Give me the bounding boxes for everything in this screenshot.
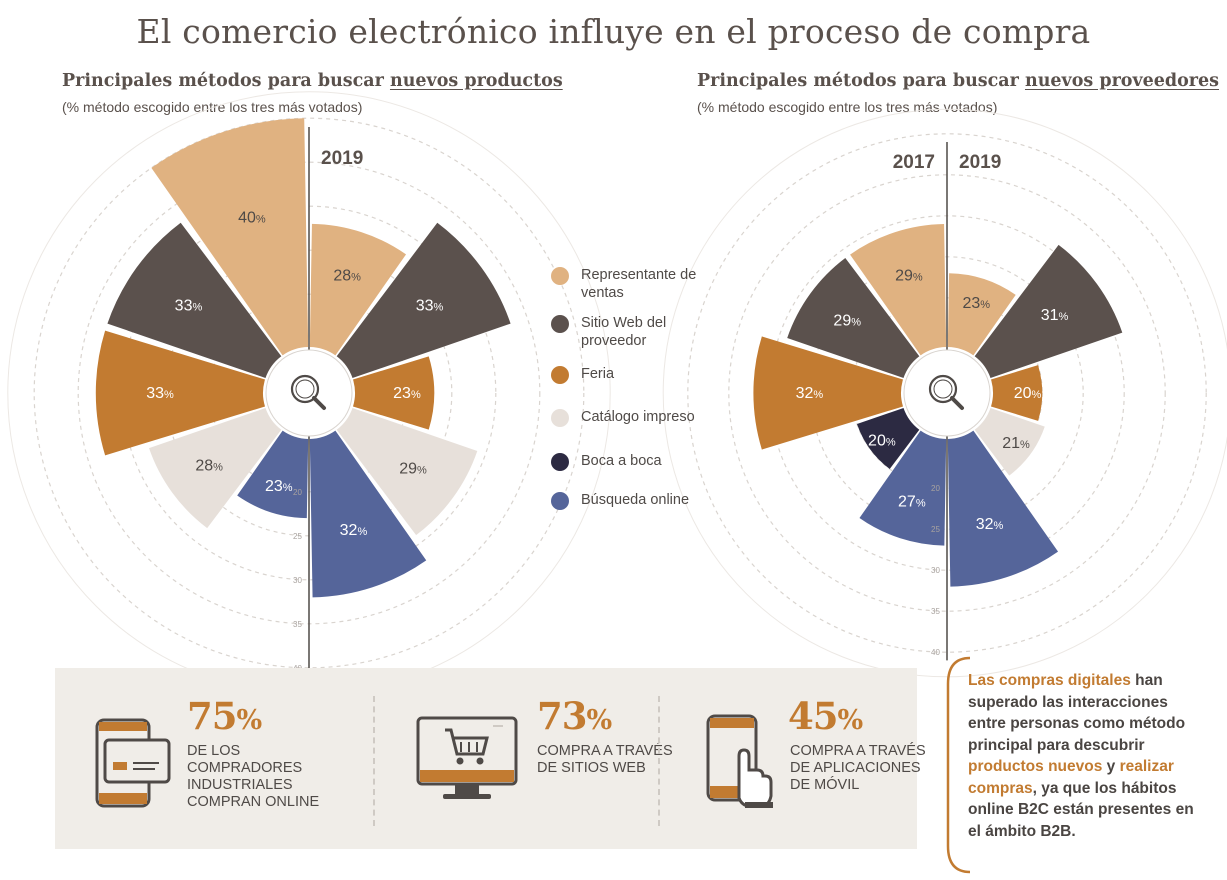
radial-tick-label: 25 [293, 532, 302, 541]
legend-item-feria: Feria [551, 365, 614, 384]
value-label-2017-feria: 33% [146, 385, 174, 402]
sector-2017-boca-a-boca [856, 407, 920, 470]
value-label-2019-sitio-web-del-proveedor: 33% [416, 297, 444, 314]
quote-bracket [946, 656, 971, 874]
sector-2017-busqueda-online [859, 430, 947, 546]
sector-2019-representante-de-ventas [309, 223, 407, 356]
sector-2017-representante-de-ventas [151, 118, 309, 356]
value-label-2017-catalogo-impreso: 28% [195, 458, 223, 475]
stat-2-value: 73% [537, 694, 612, 738]
right-chart-subtitle: Principales métodos para buscar nuevos p… [697, 71, 1220, 91]
legend-dot [551, 492, 569, 510]
stat-1-caption: De los compradores industriales compran … [187, 743, 320, 810]
sector-2019-sitio-web-del-proveedor [974, 244, 1123, 379]
quote-text: Las compras digitales han superado las i… [968, 672, 1194, 840]
radial-tick-label: 20 [293, 488, 302, 497]
value-label-2019-busqueda-online: 32% [976, 516, 1004, 533]
card-phone-icon [95, 718, 171, 808]
left-chart-subtitle: Principales métodos para buscar nuevos p… [62, 71, 563, 91]
radial-tick-label: 30 [931, 566, 940, 575]
legend-item-catalogo: Catálogo impreso [551, 408, 695, 427]
legend-dot [551, 267, 569, 285]
stat-1-value: 75% [187, 694, 262, 738]
center-disc [265, 349, 353, 437]
divider [658, 696, 660, 826]
value-label-2017-representante-de-ventas: 40% [238, 209, 266, 226]
grid-ring [33, 117, 585, 669]
phone-touch-icon [706, 714, 773, 808]
radial-tick-label: 30 [293, 576, 302, 585]
legend-label: Sitio Web del proveedor [581, 315, 667, 349]
sector-2019-representante-de-ventas [947, 273, 1016, 356]
value-label-2019-feria: 23% [393, 385, 421, 402]
stat-3-caption: Compra a través de aplicaciones de móvil [790, 743, 926, 793]
value-label-2019-sitio-web-del-proveedor: 31% [1041, 307, 1069, 324]
sector-2017-representante-de-ventas [850, 224, 947, 356]
quote-box: Las compras digitales han superado las i… [944, 656, 1194, 874]
value-label-2019-representante-de-ventas: 23% [963, 295, 991, 312]
monitor-cart-icon [416, 716, 518, 799]
radial-tick-label: 40 [931, 648, 940, 657]
legend-item-representante: Representante de ventas [551, 266, 731, 302]
legend-dot [551, 409, 569, 427]
sector-2019-sitio-web-del-proveedor [336, 222, 511, 379]
sector-2019-catalogo-impreso [336, 407, 478, 536]
value-label-2019-catalogo-impreso: 29% [399, 461, 427, 478]
grid-ring [662, 108, 1227, 678]
sector-2017-feria [753, 336, 904, 450]
legend-item-sitio-web: Sitio Web del proveedor [551, 314, 731, 350]
value-label-2019-busqueda-online: 32% [340, 522, 368, 539]
magnifier-icon [290, 374, 326, 410]
legend-label: Búsqueda online [581, 492, 690, 508]
sector-2019-busqueda-online [947, 430, 1059, 587]
radial-tick-label: 35 [931, 607, 940, 616]
legend-label: Catálogo impreso [581, 409, 695, 425]
stat-3-value: 45% [788, 694, 863, 738]
legend-label: Representante de ventas [581, 267, 697, 301]
value-label-2017-busqueda-online: 27% [898, 493, 926, 510]
value-label-2017-boca-a-boca: 20% [868, 432, 896, 449]
sector-2017-sitio-web-del-proveedor [107, 222, 282, 379]
legend-label: Feria [581, 366, 615, 382]
magnifier-icon [928, 374, 964, 410]
radial-tick-label: 20 [931, 484, 940, 493]
year-label-2017: 2017 [893, 152, 935, 173]
sector-2019-feria [990, 365, 1043, 421]
legend-item-boca-a-boca: Boca a boca [551, 452, 662, 471]
center-disc [903, 349, 991, 437]
stat-2-caption: Compra a través de sitios web [537, 743, 673, 776]
value-label-2017-sitio-web-del-proveedor: 29% [833, 313, 861, 330]
sector-2017-sitio-web-del-proveedor [787, 258, 920, 379]
radial-tick-label: 25 [931, 525, 940, 534]
sector-2017-catalogo-impreso [149, 407, 282, 529]
legend-dot [551, 366, 569, 384]
value-label-2017-busqueda-online: 23% [265, 478, 293, 495]
sector-2019-feria [352, 356, 435, 430]
value-label-2019-feria: 20% [1014, 385, 1042, 402]
radial-tick-label: 35 [293, 620, 302, 629]
sector-2017-busqueda-online [237, 430, 309, 519]
legend-label: Boca a boca [581, 453, 662, 469]
grid-ring [687, 133, 1207, 653]
legend-item-busqueda-online: Búsqueda online [551, 491, 689, 510]
year-label-2019: 2019 [321, 148, 363, 169]
value-label-2017-representante-de-ventas: 29% [895, 268, 923, 285]
year-label-2019: 2019 [959, 152, 1001, 173]
value-label-2017-sitio-web-del-proveedor: 33% [175, 297, 203, 314]
legend-dot [551, 315, 569, 333]
left-chart-note: (% método escogido entre los tres más vo… [62, 99, 363, 115]
stats-panel: 75% De los compradores industriales comp… [55, 668, 926, 849]
divider [373, 696, 375, 826]
right-chart-note: (% método escogido entre los tres más vo… [697, 99, 998, 115]
value-label-2019-catalogo-impreso: 21% [1002, 435, 1030, 452]
value-label-2019-representante-de-ventas: 28% [333, 268, 361, 285]
page-title: El comercio electrónico influye en el pr… [136, 12, 1091, 51]
value-label-2017-feria: 32% [796, 385, 824, 402]
sector-2017-feria [95, 330, 266, 456]
legend-dot [551, 453, 569, 471]
sector-2019-busqueda-online [309, 430, 427, 598]
sector-2019-catalogo-impreso [974, 407, 1045, 476]
